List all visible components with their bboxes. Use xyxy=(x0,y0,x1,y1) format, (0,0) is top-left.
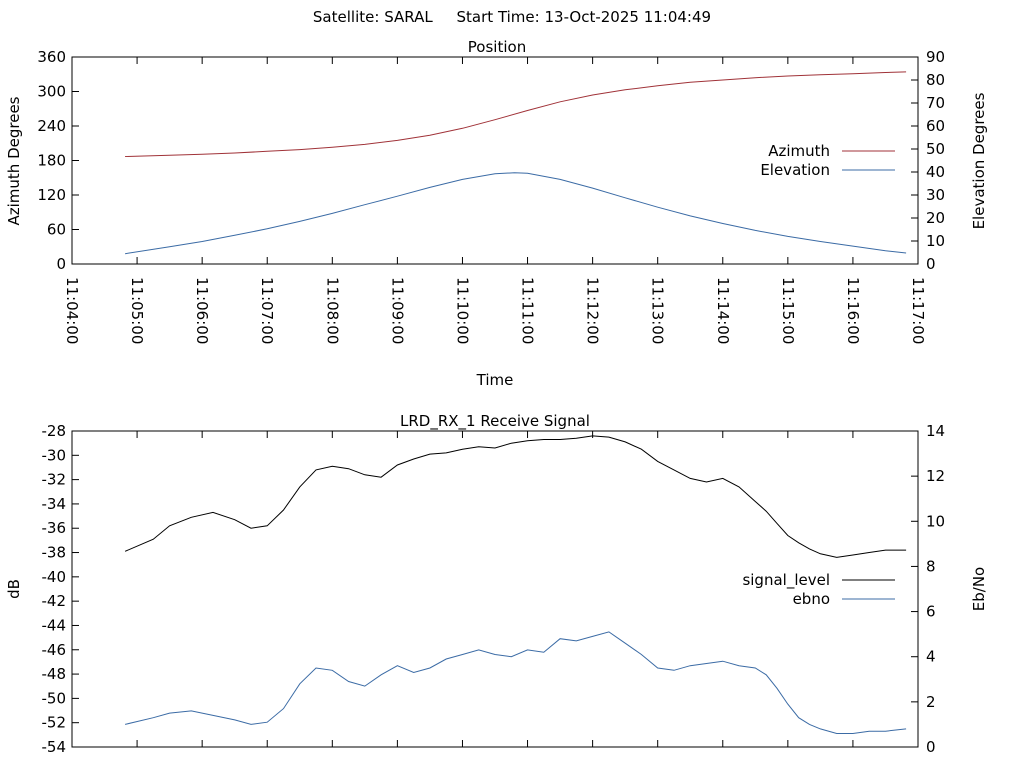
y-tick-label: 60 xyxy=(47,221,66,239)
y-tick-label: 120 xyxy=(37,186,66,204)
y-tick-label: 360 xyxy=(37,48,66,66)
x-tick-label: 11:15:00 xyxy=(779,277,797,344)
y-tick-label: -38 xyxy=(42,544,67,562)
y2-tick-label: 0 xyxy=(926,738,936,756)
series-line-elevation xyxy=(125,172,907,255)
y2-tick-label: 20 xyxy=(926,209,945,227)
y2-tick-label: 50 xyxy=(926,140,945,158)
receive-signal-x-axis xyxy=(71,431,919,747)
start-time-label: Start Time: xyxy=(456,8,540,26)
series-line-azimuth xyxy=(125,71,907,157)
y-tick-label: -34 xyxy=(42,495,67,513)
y2-tick-label: 70 xyxy=(926,94,945,112)
x-tick-label: 11:11:00 xyxy=(519,277,537,344)
y2-tick-label: 90 xyxy=(926,48,945,66)
y-tick-label: -46 xyxy=(42,641,67,659)
y2-tick-label: 0 xyxy=(926,255,936,273)
x-tick-label: 11:06:00 xyxy=(193,277,211,344)
x-tick-label: 11:05:00 xyxy=(128,277,146,344)
series-line-ebno xyxy=(124,631,907,734)
y2-tick-label: 10 xyxy=(926,232,945,250)
receive-signal-series-layer xyxy=(124,435,907,734)
receive-signal-y2-axis: 0 2 4 6 8 10 12 14 xyxy=(911,422,945,756)
y2-tick-label: 2 xyxy=(926,693,936,711)
x-tick-label: 11:10:00 xyxy=(453,277,471,344)
y-tick-label: -32 xyxy=(42,471,67,489)
y-tick-label: 300 xyxy=(37,83,66,101)
receive-signal-chart-title: LRD_RX_1 Receive Signal xyxy=(400,412,590,431)
x-tick-label: 11:04:00 xyxy=(63,277,81,344)
y-tick-label: 240 xyxy=(37,117,66,135)
position-chart: Position 0 60 120 180 240 300 360 0 10 20 30 40 50 6… xyxy=(5,38,988,389)
y-tick-label: -44 xyxy=(42,616,67,634)
legend-label: signal_level xyxy=(742,571,830,590)
position-y-axis-label: Azimuth Degrees xyxy=(5,96,23,225)
y2-tick-label: 60 xyxy=(926,117,945,135)
receive-signal-y-axis-label: dB xyxy=(5,579,23,599)
position-series-layer xyxy=(125,71,907,255)
y2-tick-label: 10 xyxy=(926,512,945,530)
receive-signal-y-axis: -54 -52 -50 -48 -46 -44 -42 -40 -38 -36 -34 -32 -30 -… xyxy=(42,422,79,756)
x-tick-label: 11:14:00 xyxy=(714,277,732,344)
y-tick-label: -28 xyxy=(42,422,67,440)
y2-tick-label: 40 xyxy=(926,163,945,181)
receive-signal-chart: LRD_RX_1 Receive Signal -54-52-50-48-46-… xyxy=(5,412,988,756)
receive-signal-plot-frame xyxy=(71,430,919,748)
x-tick-label: 11:17:00 xyxy=(909,277,927,344)
y-tick-label: -30 xyxy=(42,446,67,464)
position-y2-axis-label: Elevation Degrees xyxy=(970,92,988,229)
receive-signal-y2-axis-label: Eb/No xyxy=(970,567,988,611)
y-tick-label: -52 xyxy=(42,714,67,732)
series-line-signal-level xyxy=(124,435,907,558)
y2-tick-label: 80 xyxy=(926,71,945,89)
y2-tick-label: 8 xyxy=(926,557,936,575)
y-tick-label: 0 xyxy=(56,255,66,273)
position-y-axis: 0 60 120 180 240 300 360 xyxy=(37,48,79,273)
position-x-axis: 11:04:00 11:05:00 11:06:00 11:07:00 11:08:00… xyxy=(63,57,927,344)
position-x-axis-label: Time xyxy=(476,371,514,389)
legend-label: Elevation xyxy=(760,161,830,179)
y-tick-label: -48 xyxy=(42,665,67,683)
y-tick-label: -42 xyxy=(42,592,67,610)
position-chart-title: Position xyxy=(468,38,526,56)
y-tick-label: -40 xyxy=(42,568,67,586)
satellite-name: SARAL xyxy=(384,8,433,26)
legend-label: Azimuth xyxy=(768,142,830,160)
x-tick-label: 11:07:00 xyxy=(258,277,276,344)
y-tick-label: -54 xyxy=(42,738,67,756)
y2-tick-label: 4 xyxy=(926,648,936,666)
x-tick-label: 11:08:00 xyxy=(323,277,341,344)
x-tick-label: 11:12:00 xyxy=(584,277,602,344)
legend-label: ebno xyxy=(793,590,830,608)
x-tick-label: 11:09:00 xyxy=(388,277,406,344)
y2-tick-label: 6 xyxy=(926,603,936,621)
y-tick-label: -36 xyxy=(42,519,67,537)
x-tick-label: 11:16:00 xyxy=(844,277,862,344)
position-y2-axis: 0 10 20 30 40 50 60 70 80 90 xyxy=(911,48,945,273)
page-header: Satellite: SARAL Start Time: 13-Oct-2025… xyxy=(0,8,1024,26)
y2-tick-label: 12 xyxy=(926,467,945,485)
satellite-label: Satellite: xyxy=(312,8,380,26)
y2-tick-label: 14 xyxy=(926,422,945,440)
x-tick-label: 11:13:00 xyxy=(649,277,667,344)
y2-tick-label: 30 xyxy=(926,186,945,204)
y-tick-label: -50 xyxy=(42,689,67,707)
y-tick-label: 180 xyxy=(37,152,66,170)
start-time-value: 13-Oct-2025 11:04:49 xyxy=(544,8,712,26)
